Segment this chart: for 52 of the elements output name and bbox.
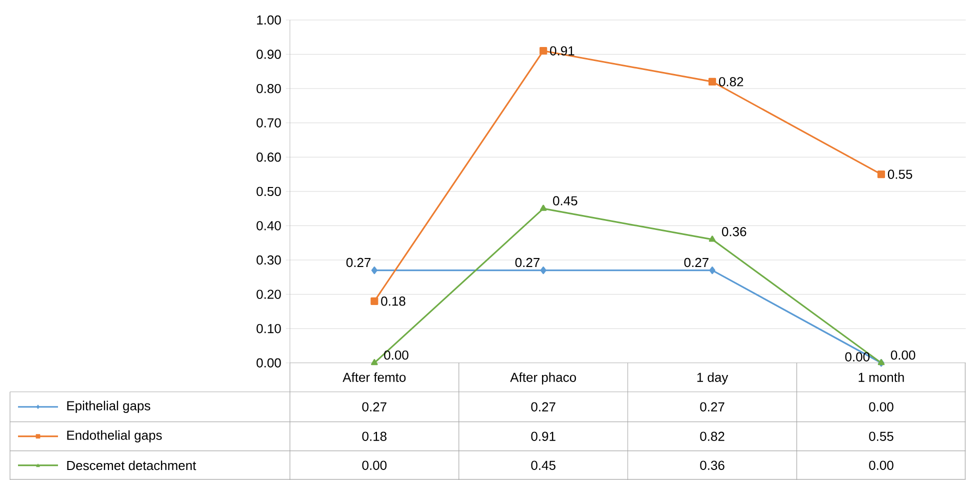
point <box>371 266 378 274</box>
text: 0.91 <box>550 46 574 56</box>
point <box>370 297 378 305</box>
data-label: 0.27 <box>700 402 724 412</box>
data-label: 0.00 <box>869 402 894 412</box>
point <box>540 46 548 55</box>
text: 0.18 <box>381 296 406 306</box>
data-label: 0.91 <box>531 432 556 441</box>
x-tick-label: After femto <box>342 372 406 382</box>
text: 0.27 <box>515 258 540 268</box>
point <box>540 204 547 211</box>
y-tick-label: 0.40 <box>256 221 281 230</box>
data-label: 0.45 <box>531 460 556 470</box>
y-tick-label: 1.00 <box>257 15 281 25</box>
text: 0.27 <box>346 258 371 268</box>
data-label: 0.27 <box>531 402 556 412</box>
data-label: 0.18 <box>362 432 386 441</box>
text: 0.00 <box>890 350 916 360</box>
point <box>708 236 716 242</box>
y-tick-label: 0.20 <box>256 290 281 299</box>
y-tick-label: 0.80 <box>256 84 281 94</box>
x-tick-label: 1 day <box>697 372 728 384</box>
data-label: 0.82 <box>700 432 724 441</box>
legend-label: Epithelial gaps <box>67 400 150 413</box>
y-tick-label: 0.10 <box>256 324 281 334</box>
data-label: 0.55 <box>869 432 894 441</box>
text: 0.00 <box>384 350 408 360</box>
text: 0.82 <box>718 77 744 86</box>
data-label: 0.36 <box>700 460 724 470</box>
x-tick-label: 1 month <box>858 372 904 382</box>
text: 0.36 <box>722 226 746 236</box>
text: 0.27 <box>684 258 708 268</box>
legend-label: Endothelial gaps <box>67 430 162 442</box>
y-tick-label: 0.90 <box>256 50 281 59</box>
x-tick-label: After phaco <box>510 372 576 384</box>
y-tick-label: 0.50 <box>256 186 281 196</box>
data-label: 0.27 <box>362 402 386 412</box>
text: 0.00 <box>845 352 870 362</box>
point <box>708 78 716 86</box>
data-label: 0.00 <box>869 460 894 470</box>
point <box>877 170 886 178</box>
y-tick-label: 0.00 <box>256 358 281 368</box>
y-tick-label: 0.70 <box>256 118 281 128</box>
text: 0.55 <box>888 170 912 179</box>
point <box>709 266 716 274</box>
data-label: 0.00 <box>362 460 387 470</box>
text: 0.45 <box>553 196 578 206</box>
y-tick-label: 0.30 <box>256 255 281 265</box>
legend-label: Descemet detachment <box>67 460 196 470</box>
point <box>540 266 546 274</box>
y-tick-label: 0.60 <box>256 152 281 162</box>
point <box>370 359 378 366</box>
